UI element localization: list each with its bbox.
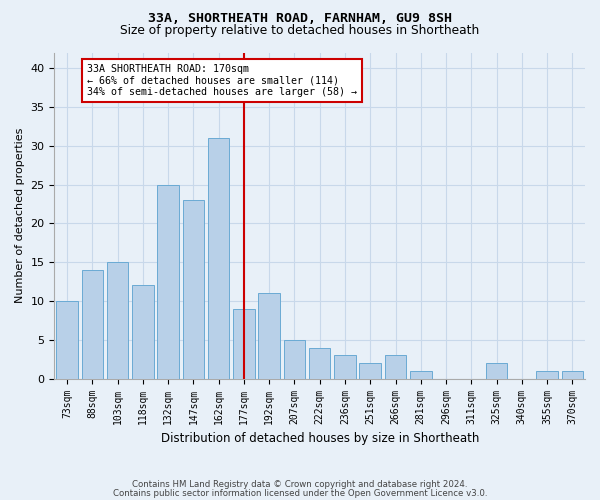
Bar bbox=[309, 348, 331, 378]
Bar bbox=[82, 270, 103, 378]
X-axis label: Distribution of detached houses by size in Shortheath: Distribution of detached houses by size … bbox=[161, 432, 479, 445]
Bar bbox=[182, 200, 204, 378]
Text: Contains public sector information licensed under the Open Government Licence v3: Contains public sector information licen… bbox=[113, 489, 487, 498]
Bar bbox=[562, 371, 583, 378]
Bar bbox=[56, 301, 78, 378]
Bar bbox=[385, 356, 406, 378]
Bar bbox=[259, 294, 280, 378]
Y-axis label: Number of detached properties: Number of detached properties bbox=[15, 128, 25, 304]
Text: 33A, SHORTHEATH ROAD, FARNHAM, GU9 8SH: 33A, SHORTHEATH ROAD, FARNHAM, GU9 8SH bbox=[148, 12, 452, 24]
Bar bbox=[107, 262, 128, 378]
Bar bbox=[410, 371, 431, 378]
Text: 33A SHORTHEATH ROAD: 170sqm
← 66% of detached houses are smaller (114)
34% of se: 33A SHORTHEATH ROAD: 170sqm ← 66% of det… bbox=[87, 64, 357, 98]
Bar bbox=[132, 286, 154, 378]
Text: Contains HM Land Registry data © Crown copyright and database right 2024.: Contains HM Land Registry data © Crown c… bbox=[132, 480, 468, 489]
Bar bbox=[157, 184, 179, 378]
Bar bbox=[334, 356, 356, 378]
Bar bbox=[359, 363, 381, 378]
Bar bbox=[233, 309, 254, 378]
Text: Size of property relative to detached houses in Shortheath: Size of property relative to detached ho… bbox=[121, 24, 479, 37]
Bar bbox=[208, 138, 229, 378]
Bar bbox=[536, 371, 558, 378]
Bar bbox=[486, 363, 508, 378]
Bar bbox=[284, 340, 305, 378]
